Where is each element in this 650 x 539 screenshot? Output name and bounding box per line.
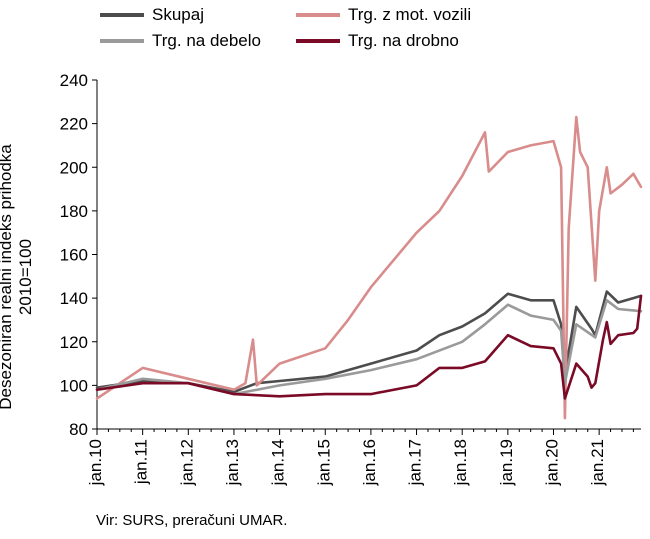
x-tick-label: jan.12	[177, 439, 196, 486]
chart-axes: 80 100 120 140 160 180 200 220 240 jan.10 jan.11 ja…	[60, 71, 641, 486]
legend-label-retail: Trg. na drobno	[348, 31, 459, 50]
legend-item-wholesale: Trg. na debelo	[100, 31, 261, 51]
y-tick-label: 200	[60, 158, 88, 177]
series-line-0	[95, 290, 643, 394]
x-tick-label: jan.20	[543, 439, 562, 486]
legend-item-skupaj: Skupaj	[100, 5, 204, 25]
y-tick-label: 100	[60, 376, 88, 395]
x-tick-label: jan.13	[223, 439, 242, 486]
legend-swatch-retail	[296, 39, 340, 43]
chart-series	[95, 115, 643, 420]
x-tick-label: jan.17	[406, 439, 425, 486]
x-tick-label: jan.21	[588, 439, 607, 486]
series-line-3	[95, 294, 643, 400]
legend-label-motor-vehicles: Trg. z mot. vozili	[348, 5, 472, 24]
y-tick-label: 80	[69, 420, 88, 439]
series-line-1	[95, 115, 643, 420]
x-tick-label: jan.14	[269, 439, 288, 486]
chart-legend: Skupaj Trg. z mot. vozili Trg. na debelo…	[0, 5, 650, 53]
x-tick-label: jan.11	[132, 439, 151, 485]
x-tick-label: jan.15	[314, 439, 333, 486]
x-tick-label: jan.10	[86, 439, 105, 486]
series-line-2	[95, 298, 643, 396]
x-tick-label: jan.16	[360, 439, 379, 486]
y-tick-label: 220	[60, 115, 88, 134]
y-tick-label: 180	[60, 202, 88, 221]
y-axis-label: Desezoniran realni indeks prihodka 2010=…	[0, 144, 35, 410]
y-tick-label: 140	[60, 289, 88, 308]
legend-label-skupaj: Skupaj	[152, 5, 204, 24]
y-tick-label: 240	[60, 71, 88, 90]
x-tick-label: jan.18	[451, 439, 470, 486]
legend-item-retail: Trg. na drobno	[296, 31, 459, 51]
legend-swatch-motor-vehicles	[296, 13, 340, 17]
y-tick-label: 160	[60, 246, 88, 265]
legend-swatch-wholesale	[100, 39, 144, 43]
legend-item-motor-vehicles: Trg. z mot. vozili	[296, 5, 471, 25]
y-tick-label: 120	[60, 333, 88, 352]
legend-label-wholesale: Trg. na debelo	[152, 31, 261, 50]
x-tick-label: jan.19	[497, 439, 516, 486]
source-note: Vir: SURS, preračuni UMAR.	[96, 512, 288, 529]
legend-swatch-skupaj	[100, 13, 144, 17]
